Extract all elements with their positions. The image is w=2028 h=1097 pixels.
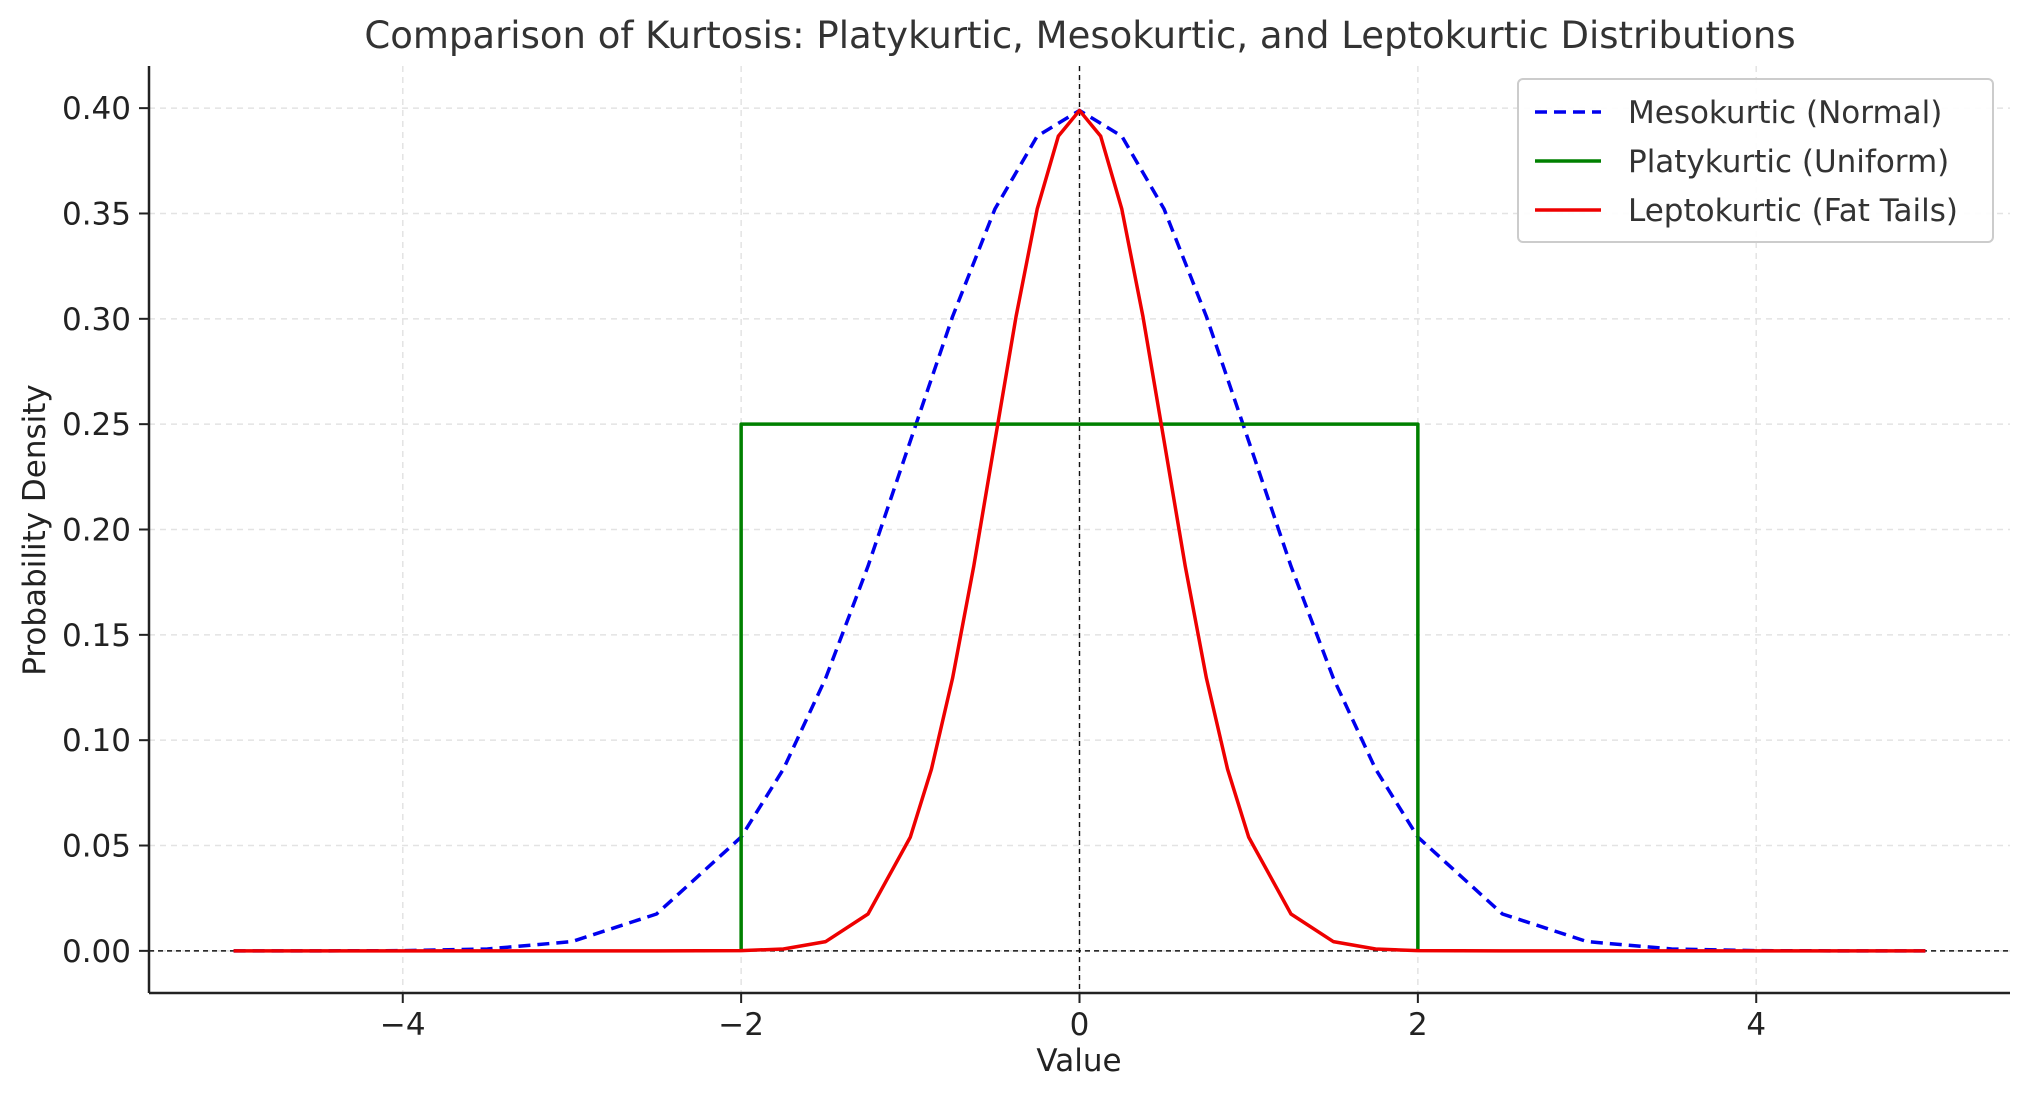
x-tick-label: −2 [718, 1007, 764, 1043]
y-tick-label: 0.10 [62, 723, 131, 759]
legend-label-leptokurtic-fat-tails: Leptokurtic (Fat Tails) [1628, 193, 1958, 229]
x-axis-label: Value [1036, 1043, 1121, 1079]
x-tick-label: 2 [1408, 1007, 1428, 1043]
series-line-platykurtic-uniform [739, 422, 1420, 951]
x-tick-label: 0 [1070, 1007, 1090, 1043]
y-tick-label: 0.25 [62, 407, 131, 443]
legend: Mesokurtic (Normal) Platykurtic (Uniform)… [1517, 78, 1994, 243]
legend-label-mesokurtic-normal: Mesokurtic (Normal) [1628, 95, 1942, 131]
y-tick-label: 0.05 [62, 829, 131, 865]
y-ticks: 0.00 0.05 0.10 0.15 0.20 0.25 0.30 0.35 0.40 [62, 91, 149, 970]
y-tick-label: 0.30 [62, 302, 131, 338]
x-ticks: −4 −2 0 2 4 [380, 993, 1766, 1043]
y-tick-label: 0.20 [62, 513, 131, 549]
x-tick-label: 4 [1746, 1007, 1766, 1043]
x-tick-label: −4 [380, 1007, 426, 1043]
series-line-leptokurtic-fat-tails [233, 108, 1926, 953]
y-tick-label: 0.35 [62, 196, 131, 232]
y-axis-label: Probability Density [17, 384, 53, 676]
series-layer [233, 108, 1926, 953]
legend-label-platykurtic-uniform: Platykurtic (Uniform) [1628, 144, 1949, 180]
y-tick-label: 0.40 [62, 91, 131, 127]
y-tick-label: 0.00 [62, 934, 131, 970]
chart-title: Comparison of Kurtosis: Platykurtic, Mes… [364, 14, 1795, 57]
y-tick-label: 0.15 [62, 618, 131, 654]
legend-frame [1517, 78, 1994, 243]
